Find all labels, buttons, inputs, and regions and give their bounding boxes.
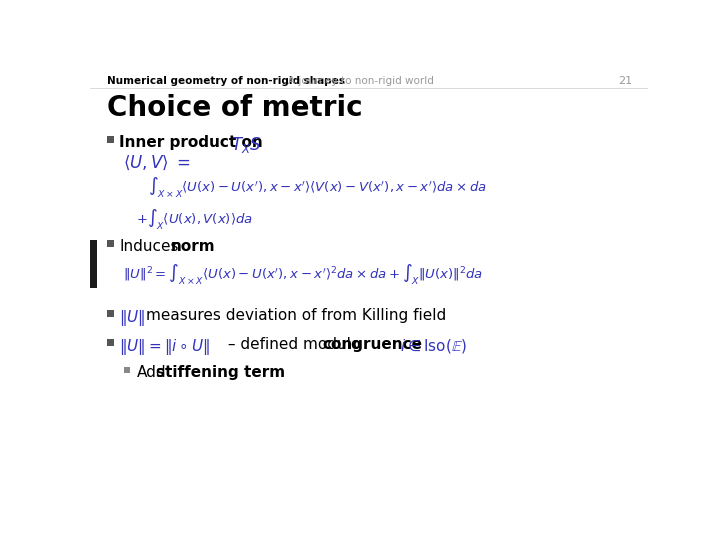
Bar: [107, 309, 114, 316]
Text: $\langle U, V\rangle \ =$: $\langle U, V\rangle \ =$: [122, 154, 190, 172]
Text: $\int_{X \times X} \langle U(x) - U(x'), x - x'\rangle\langle V(x) - V(x'), x - : $\int_{X \times X} \langle U(x) - U(x'),…: [148, 176, 487, 200]
Text: Induces: Induces: [120, 239, 179, 254]
Text: $i \in \mathrm{Iso}(\mathbb{E})$: $i \in \mathrm{Iso}(\mathbb{E})$: [400, 338, 467, 355]
Bar: [90, 240, 97, 288]
Text: $\|U\| = \|i \circ U\|$: $\|U\| = \|i \circ U\|$: [120, 338, 211, 357]
Text: Choice of metric: Choice of metric: [107, 94, 363, 122]
Text: $T_X S$: $T_X S$: [231, 135, 261, 155]
Text: A journey to non-rigid world: A journey to non-rigid world: [287, 76, 433, 85]
Text: Inner product on: Inner product on: [120, 135, 264, 150]
Text: $\|U\|^2 = \int_{X \times X} \langle U(x) - U(x'), x - x'\rangle^2 da \times da : $\|U\|^2 = \int_{X \times X} \langle U(x…: [122, 262, 482, 287]
Text: Numerical geometry of non-rigid shapes: Numerical geometry of non-rigid shapes: [107, 76, 345, 85]
Text: $+ \int_X \langle U(x), V(x)\rangle da$: $+ \int_X \langle U(x), V(x)\rangle da$: [137, 207, 253, 232]
Bar: [107, 137, 114, 143]
Text: measures deviation of from Killing field: measures deviation of from Killing field: [145, 308, 446, 323]
Text: 21: 21: [618, 76, 632, 85]
Bar: [124, 367, 130, 373]
Bar: [107, 339, 114, 346]
Text: – defined modulo: – defined modulo: [223, 338, 361, 353]
Text: Add: Add: [137, 365, 166, 380]
Text: norm: norm: [171, 239, 215, 254]
Text: $\|U\|$: $\|U\|$: [120, 308, 146, 328]
Text: stiffening term: stiffening term: [156, 365, 285, 380]
Bar: [107, 240, 114, 247]
Text: congruence: congruence: [323, 338, 423, 353]
